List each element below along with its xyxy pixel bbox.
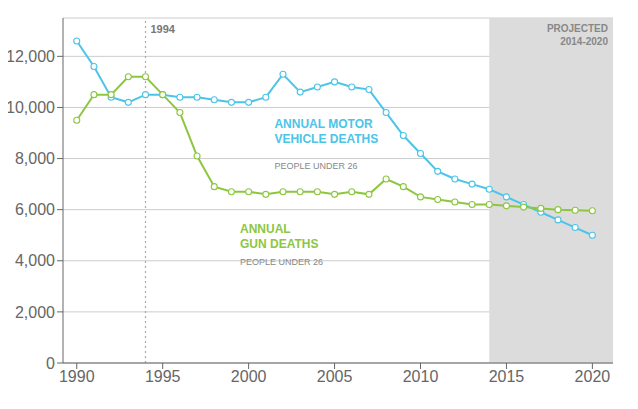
svg-text:PEOPLE UNDER 26: PEOPLE UNDER 26 (240, 257, 323, 267)
svg-text:2010: 2010 (403, 368, 439, 385)
svg-text:2000: 2000 (231, 368, 267, 385)
svg-text:2020: 2020 (575, 368, 611, 385)
svg-text:2015: 2015 (489, 368, 525, 385)
svg-text:2005: 2005 (317, 368, 353, 385)
svg-text:1994: 1994 (151, 23, 176, 35)
svg-text:2,000: 2,000 (15, 304, 55, 321)
svg-text:6,000: 6,000 (15, 201, 55, 218)
svg-text:4,000: 4,000 (15, 252, 55, 269)
svg-text:PROJECTED2014-2020: PROJECTED2014-2020 (547, 23, 609, 47)
svg-text:1995: 1995 (145, 368, 181, 385)
svg-text:1990: 1990 (59, 368, 95, 385)
svg-text:PEOPLE UNDER 26: PEOPLE UNDER 26 (274, 161, 357, 171)
svg-text:ANNUAL MOTORVEHICLE DEATHS: ANNUAL MOTORVEHICLE DEATHS (274, 117, 378, 146)
svg-text:8,000: 8,000 (15, 150, 55, 167)
svg-text:ANNUALGUN DEATHS: ANNUALGUN DEATHS (240, 222, 318, 251)
svg-text:0: 0 (46, 355, 55, 372)
svg-text:10,000: 10,000 (8, 99, 55, 116)
svg-text:12,000: 12,000 (8, 48, 55, 65)
